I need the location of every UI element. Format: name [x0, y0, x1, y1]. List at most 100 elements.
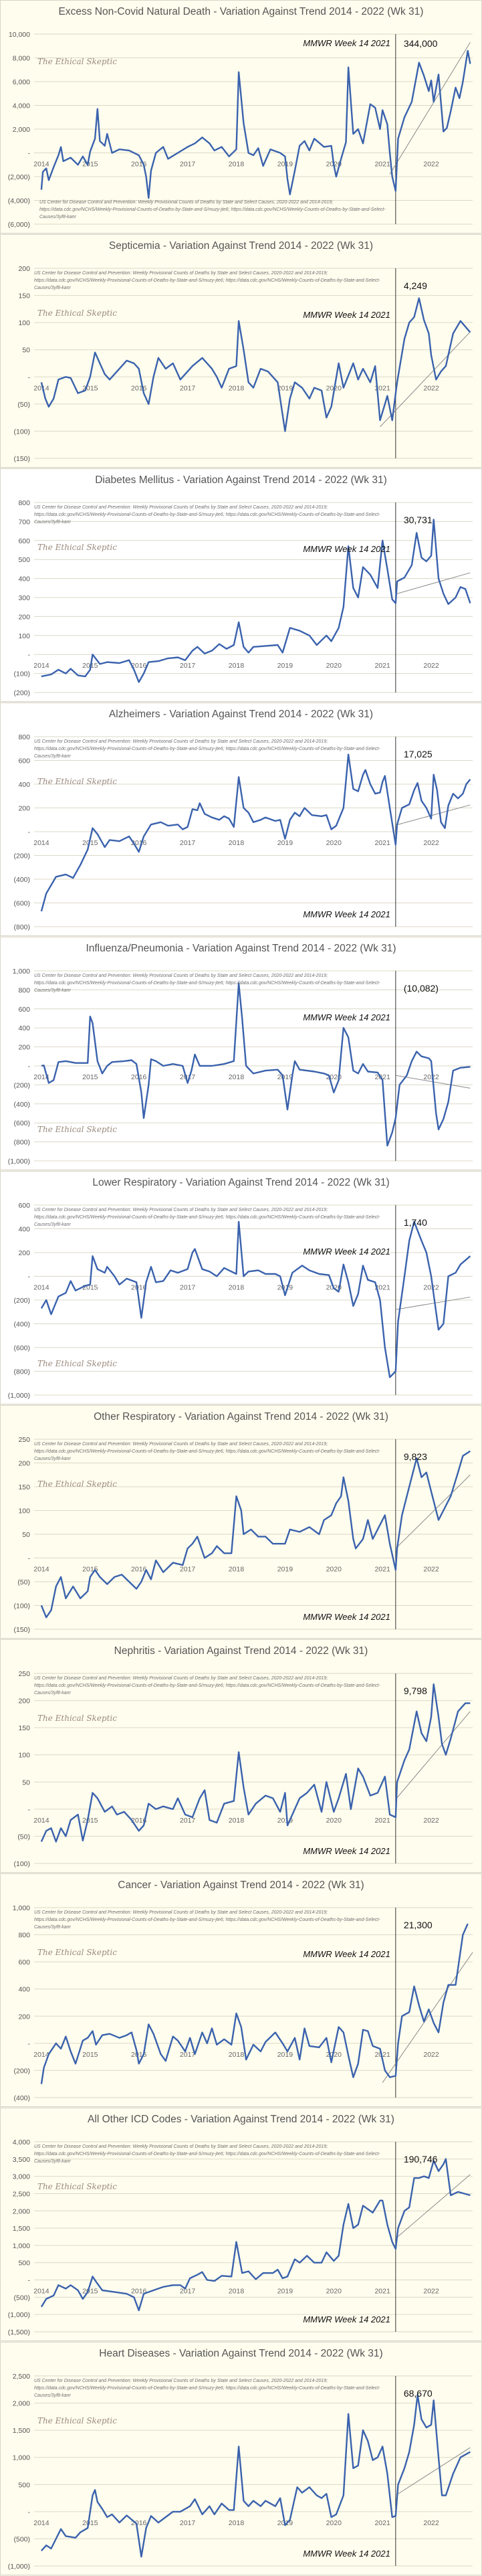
x-tick-label: 2022	[423, 161, 439, 169]
y-tick-label: (200)	[13, 689, 30, 697]
watermark-logo: The Ethical Skeptic	[37, 2182, 117, 2191]
y-tick-label: (400)	[13, 1101, 30, 1109]
x-tick-label: 2019	[277, 1284, 293, 1292]
x-tick-label: 2017	[180, 161, 196, 169]
y-tick-label: 800	[18, 1932, 30, 1940]
chart-panel-8: 1,000 800 600 400 200- (200) (400) 2014 2015 2016…	[0, 1873, 482, 2107]
y-tick-label: -	[28, 1063, 31, 1071]
y-tick-label: (400)	[13, 876, 30, 884]
chart-title: Septicemia - Variation Against Trend 201…	[108, 240, 374, 252]
chart-svg: 800 600 400 200 - (200) (400) (600) (800) 2014 201…	[13, 733, 473, 931]
variation-series-line	[41, 2394, 471, 2558]
source-citation: US Center for Disease Control and Preven…	[34, 1442, 380, 1461]
x-tick-label: 2016	[131, 2519, 147, 2527]
x-tick-label: 2020	[326, 1817, 342, 1825]
y-tick-label: 250	[18, 1670, 30, 1678]
x-tick-label: 2020	[326, 839, 342, 847]
chart-panel-6: 250 200 150 100 50- (50) (100) (150) 2014 2015 201…	[0, 1405, 482, 1639]
y-tick-label: 100	[18, 319, 30, 327]
y-tick-label: -	[28, 2040, 31, 2048]
chart-svg: 2,500 2,000 1,500 1,000 500 - (500) (1,000) 2014…	[8, 2373, 473, 2571]
variation-series-line	[40, 1923, 469, 2084]
x-tick-label: 2015	[82, 2519, 98, 2527]
y-tick-label: 1,000	[13, 2242, 30, 2250]
x-tick-label: 2018	[229, 1073, 245, 1081]
x-tick-label: 2014	[33, 2051, 49, 2059]
y-tick-label: (50)	[17, 401, 30, 409]
chart-title: All Other ICD Codes - Variation Against …	[88, 2114, 394, 2125]
x-tick-label: 2019	[277, 839, 293, 847]
y-tick-label: 50	[22, 1778, 30, 1786]
y-tick-label: -	[28, 828, 31, 836]
mmwr-week-label: MMWR Week 14 2021	[303, 544, 390, 554]
y-tick-label: (200)	[13, 1297, 30, 1305]
x-tick-label: 2015	[82, 2051, 98, 2059]
y-tick-label: 2,000	[13, 2207, 30, 2215]
x-tick-label: 2017	[180, 1284, 196, 1292]
y-tick-label: 400	[18, 1986, 30, 1994]
variation-series-line	[41, 519, 471, 683]
source-citation: US Center for Disease Control and Preven…	[34, 1208, 380, 1227]
y-tick-label: 1,500	[13, 2427, 30, 2435]
x-tick-label: 2016	[131, 1817, 147, 1825]
trend-line	[395, 1297, 471, 1310]
y-tick-label: (150)	[13, 455, 30, 463]
y-tick-label: -	[28, 1273, 31, 1281]
cumulative-total-label: 9,823	[403, 1451, 427, 1462]
x-tick-label: 2020	[326, 2519, 342, 2527]
x-tick-label: 2016	[131, 384, 147, 392]
watermark-logo: The Ethical Skeptic	[37, 1479, 117, 1489]
y-tick-label: 150	[18, 292, 30, 300]
y-tick-label: -	[28, 373, 31, 381]
x-tick-label: 2022	[423, 1073, 439, 1081]
y-tick-label: 250	[18, 1436, 30, 1444]
y-tick-label: 800	[18, 499, 30, 507]
y-tick-label: (600)	[13, 1119, 30, 1127]
x-tick-label: 2016	[131, 1284, 147, 1292]
y-tick-label: (500)	[13, 2294, 30, 2302]
x-tick-label: 2022	[423, 2051, 439, 2059]
variation-series-line	[40, 1220, 471, 1378]
y-tick-label: 4,000	[13, 102, 30, 110]
variation-series-line	[40, 2158, 471, 2312]
x-tick-label: 2022	[423, 2288, 439, 2296]
x-tick-label: 2014	[33, 2288, 49, 2296]
x-tick-label: 2021	[374, 384, 390, 392]
chart-title: Diabetes Mellitus - Variation Against Tr…	[95, 474, 387, 486]
chart-title: Influenza/Pneumonia - Variation Against …	[86, 943, 396, 954]
y-tick-label: 3,500	[13, 2156, 30, 2164]
x-tick-label: 2022	[423, 1284, 439, 1292]
x-tick-label: 2017	[180, 839, 196, 847]
cumulative-total-label: 30,731	[403, 515, 433, 525]
x-tick-label: 2014	[33, 1566, 49, 1574]
x-tick-label: 2021	[374, 662, 390, 670]
trend-line	[395, 1711, 471, 1800]
chart-svg: 600 400 200 - (200) (400) (600) (800) (1,000) 201…	[8, 1202, 473, 1400]
y-tick-label: 1,500	[13, 2225, 30, 2233]
y-tick-label: (400)	[13, 1321, 30, 1329]
y-tick-label: (1,000)	[8, 2311, 30, 2319]
trend-line	[395, 1474, 471, 1549]
x-tick-label: 2021	[374, 1284, 390, 1292]
mmwr-week-label: MMWR Week 14 2021	[303, 38, 390, 48]
y-tick-label: 4,000	[13, 2138, 30, 2146]
y-tick-label: (1,000)	[8, 1158, 30, 1166]
x-tick-label: 2018	[229, 662, 245, 670]
y-tick-label: (200)	[13, 852, 30, 860]
y-tick-label: 1,000	[13, 1904, 30, 1912]
y-tick-label: 150	[18, 1724, 30, 1732]
y-tick-label: 200	[18, 613, 30, 621]
y-tick-label: (100)	[13, 1602, 30, 1611]
x-tick-label: 2015	[82, 1073, 98, 1081]
y-tick-label: 600	[18, 757, 30, 765]
mmwr-week-label: MMWR Week 14 2021	[303, 1012, 390, 1022]
x-tick-label: 2022	[423, 1817, 439, 1825]
chart-title: Other Respiratory - Variation Against Tr…	[94, 1411, 388, 1422]
cumulative-total-label: 68,670	[403, 2388, 433, 2399]
x-tick-label: 2019	[277, 2051, 293, 2059]
watermark-logo: The Ethical Skeptic	[37, 1359, 117, 1368]
x-tick-label: 2015	[82, 161, 98, 169]
y-tick-label: 600	[18, 537, 30, 545]
y-tick-label: 2,500	[13, 2373, 30, 2381]
